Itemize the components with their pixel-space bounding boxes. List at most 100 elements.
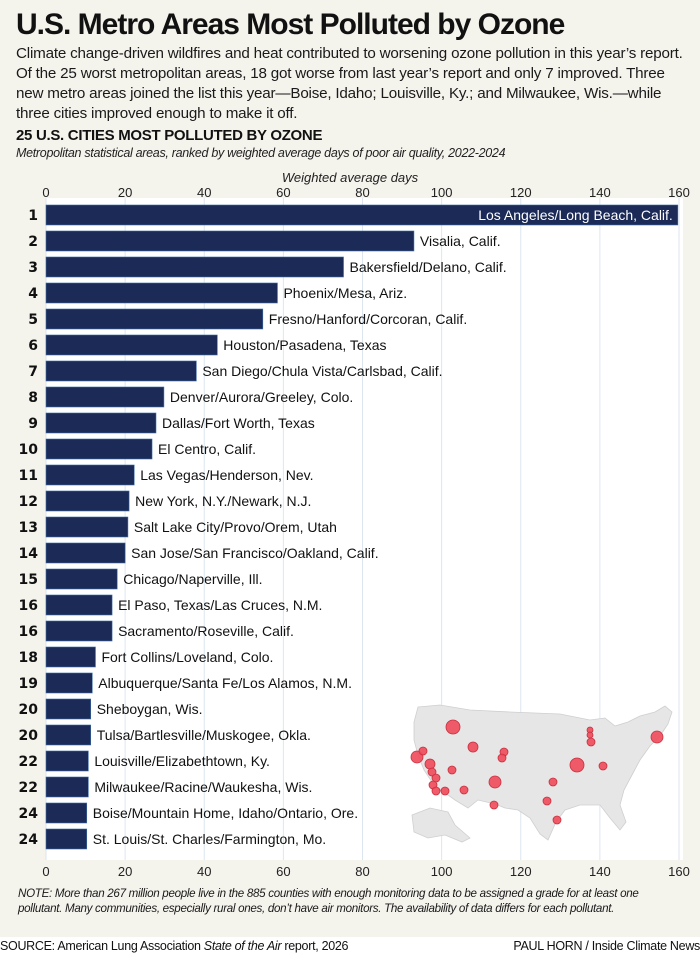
bar-row: 7 San Diego/Chula Vista/Carlsbad, Calif. — [28, 360, 443, 382]
city-marker — [598, 761, 608, 771]
bar-row: 14 San Jose/San Francisco/Oakland, Calif. — [19, 542, 379, 564]
bar-row: 5 Fresno/Hanford/Corcoran, Calif. — [28, 308, 467, 330]
rank-label: 22 — [19, 754, 38, 770]
x-tick-label-bottom: 0 — [42, 864, 49, 879]
bar — [45, 386, 165, 408]
bar — [45, 438, 153, 460]
bar-label: Salt Lake City/Provo/Orem, Utah — [134, 519, 337, 535]
city-marker — [548, 777, 558, 787]
rank-label: 13 — [19, 520, 38, 536]
bar-label: Chicago/Naperville, Ill. — [123, 571, 262, 587]
bar-label: Albuquerque/Santa Fe/Los Alamos, N.M. — [98, 675, 352, 691]
city-marker — [542, 796, 552, 806]
bar — [45, 256, 344, 278]
x-tick-label-bottom: 100 — [431, 864, 453, 879]
bar — [45, 568, 118, 590]
bar-label: Denver/Aurora/Greeley, Colo. — [170, 389, 353, 405]
bar-label: New York, N.Y./Newark, N.J. — [135, 493, 311, 509]
footer-strip — [0, 937, 700, 959]
rank-label: 5 — [28, 312, 38, 328]
city-marker — [586, 731, 594, 739]
rank-label: 22 — [19, 780, 38, 796]
bar-label: St. Louis/St. Charles/Farmington, Mo. — [93, 831, 326, 847]
x-tick-label-bottom: 80 — [355, 864, 369, 879]
bar-label: Phoenix/Mesa, Ariz. — [283, 285, 407, 301]
bar — [45, 516, 129, 538]
bar-row: 6 Houston/Pasadena, Texas — [28, 334, 386, 356]
source-publication: State of the Air — [203, 939, 282, 953]
bar — [45, 412, 157, 434]
rank-label: 20 — [19, 702, 39, 718]
bar-row: 22 Milwaukee/Racine/Waukesha, Wis. — [19, 776, 312, 798]
bar — [45, 360, 197, 382]
bar-row: 24 St. Louis/St. Charles/Farmington, Mo. — [19, 828, 326, 850]
bar-label: San Diego/Chula Vista/Carlsbad, Calif. — [202, 363, 442, 379]
x-tick-label-top: 20 — [118, 185, 132, 200]
x-tick-label-bottom: 20 — [118, 864, 132, 879]
rank-label: 15 — [19, 572, 38, 588]
city-marker — [650, 730, 664, 744]
page-title: U.S. Metro Areas Most Polluted by Ozone — [16, 8, 565, 41]
us-inset-map — [410, 704, 673, 843]
bar — [45, 724, 92, 746]
city-marker — [586, 737, 596, 747]
bar-label: Las Vegas/Henderson, Nev. — [140, 467, 313, 483]
x-tick-label-top: 120 — [510, 185, 532, 200]
bar — [45, 230, 415, 252]
city-marker — [447, 765, 457, 775]
rank-label: 24 — [19, 806, 39, 822]
footnote: NOTE: More than 267 million people live … — [18, 887, 639, 915]
rank-label: 9 — [28, 416, 38, 432]
city-marker — [445, 719, 461, 735]
chart-heading: 25 U.S. CITIES MOST POLLUTED BY OZONE — [16, 127, 323, 144]
x-axis-title: Weighted average days — [281, 170, 419, 185]
rank-label: 3 — [28, 260, 38, 276]
x-tick-label-bottom: 120 — [510, 864, 532, 879]
bar-row: 11 Las Vegas/Henderson, Nev. — [19, 464, 314, 486]
city-marker — [431, 786, 441, 796]
bar-label: Fresno/Hanford/Corcoran, Calif. — [269, 311, 467, 327]
bar-row: 2 Visalia, Calif. — [28, 230, 501, 252]
x-axis-bottom: 0 20 40 60 80 100 120 140 160 — [42, 864, 689, 879]
bar-row: 9 Dallas/Fort Worth, Texas — [28, 412, 315, 434]
city-marker — [489, 800, 499, 810]
chart-subtitle: Metropolitan statistical areas, ranked b… — [16, 146, 506, 160]
bar-row: 10 El Centro, Calif. — [19, 438, 256, 460]
rank-label: 16 — [19, 624, 38, 640]
bar — [45, 776, 89, 798]
source-line: SOURCE: American Lung Association State … — [0, 939, 349, 953]
rank-label: 2 — [28, 234, 38, 250]
rank-label: 7 — [28, 364, 38, 380]
city-marker — [488, 775, 502, 789]
bar-row: 3 Bakersfield/Delano, Calif. — [28, 256, 507, 278]
x-tick-label-bottom: 60 — [276, 864, 290, 879]
intro-paragraph: Climate change-driven wildfires and heat… — [16, 45, 683, 122]
x-tick-label-bottom: 140 — [589, 864, 611, 879]
bar-label: San Jose/San Francisco/Oakland, Calif. — [131, 545, 378, 561]
bar-row: 16 Sacramento/Roseville, Calif. — [19, 620, 294, 642]
alaska-outline — [411, 807, 471, 843]
city-marker — [569, 757, 585, 773]
bar-label: Tulsa/Bartlesville/Muskogee, Okla. — [97, 727, 311, 743]
bar — [45, 620, 113, 642]
city-marker — [459, 785, 469, 795]
bar-label: El Paso, Texas/Las Cruces, N.M. — [118, 597, 322, 613]
bar-label: Los Angeles/Long Beach, Calif. — [478, 207, 673, 223]
x-tick-label-top: 100 — [431, 185, 453, 200]
bar-row: 12 New York, N.Y./Newark, N.J. — [19, 490, 311, 512]
bar-row: 16 El Paso, Texas/Las Cruces, N.M. — [19, 594, 322, 616]
x-tick-label-top: 0 — [42, 185, 49, 200]
bar-row: 15 Chicago/Naperville, Ill. — [19, 568, 263, 590]
rank-label: 24 — [19, 832, 39, 848]
us-map-outline — [413, 704, 673, 841]
bar — [45, 308, 264, 330]
bar-row: 13 Salt Lake City/Provo/Orem, Utah — [19, 516, 337, 538]
bar — [45, 802, 88, 824]
x-axis-top: 0 20 40 60 80 100 120 140 160 — [42, 185, 689, 200]
source-prefix: SOURCE: American Lung Association — [0, 939, 204, 953]
bar-label: Milwaukee/Racine/Waukesha, Wis. — [94, 779, 312, 795]
bar-row: 22 Louisville/Elizabethtown, Ky. — [19, 750, 270, 772]
bar-label: Sheboygan, Wis. — [97, 701, 203, 717]
rank-label: 11 — [19, 468, 38, 484]
